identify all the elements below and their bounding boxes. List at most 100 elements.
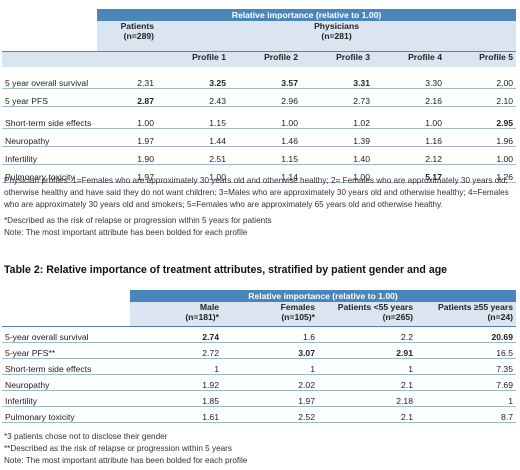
cell: 1 [318,358,416,375]
cell: 3.57 [229,66,301,89]
row-label: Short-term side effects [2,358,130,375]
cell: 2.74 [130,326,222,343]
cell: 2.16 [373,88,445,107]
cell: 1.97 [97,128,157,147]
cell: 1.14 [229,164,301,183]
cell: 1.15 [229,146,301,165]
cell: 7.35 [416,358,516,375]
cell: 7.69 [416,374,516,391]
cell: 8.7 [416,406,516,423]
cell: 1 [222,358,318,375]
cell: 3.07 [222,342,318,359]
row-label: Neuropathy [2,128,97,147]
table2: Relative importance (relative to 1.00) M… [2,290,516,423]
table-row: Infertility 1.85 1.97 2.18 1 [2,390,516,407]
table-row: Pulmonary toxicity 1.97 1.00 1.14 1.00 5… [2,164,517,183]
row-label: Pulmonary toxicity [2,406,130,423]
row-label: 5 year PFS [2,88,97,107]
table-row: 5 year PFS 2.87 2.43 2.96 2.73 2.16 2.10 [2,88,517,107]
cell: 1.44 [157,128,229,147]
cell: 2.00 [445,66,517,89]
cell: 2.95 [445,106,517,129]
cell: 2.2 [318,326,416,343]
cell: 2.1 [318,406,416,423]
profile-header: Profile 4 [373,51,445,67]
profile-header: Profile 1 [157,51,229,67]
cell: 16.5 [416,342,516,359]
profile-header: Profile 2 [229,51,301,67]
cell: 1.61 [130,406,222,423]
cell: 1.97 [222,390,318,407]
cell: 3.25 [157,66,229,89]
column-header: Females (n=105)* [222,302,318,327]
cell: 1.46 [229,128,301,147]
patients-header: Patients (n=289) [97,21,157,52]
row-label: 5 year overall survival [2,66,97,89]
cell: 1.85 [130,390,222,407]
cell: 1.90 [97,146,157,165]
cell: 2.12 [373,146,445,165]
footnote: **Described as the risk of relapse or pr… [4,444,232,453]
cell: 1.15 [157,106,229,129]
table-row: Neuropathy 1.92 2.02 2.1 7.69 [2,374,516,391]
cell: 1 [416,390,516,407]
cell: 2.73 [301,88,373,107]
cell: 3.30 [373,66,445,89]
cell: 1.00 [445,146,517,165]
row-label: 5-year overall survival [2,326,130,343]
table2-banner: Relative importance (relative to 1.00) [130,290,516,302]
table2-notes: *3 patients chose not to disclose their … [4,431,516,467]
table-row: Infertility 1.90 2.51 1.15 1.40 2.12 1.0… [2,146,517,165]
cell: 2.18 [318,390,416,407]
physicians-header: Physicians (n=281) [157,21,517,52]
profile-header: Profile 5 [445,51,517,67]
row-label: Infertility [2,146,97,165]
cell: 1.39 [301,128,373,147]
table-row: Neuropathy 1.97 1.44 1.46 1.39 1.16 1.96 [2,128,517,147]
cell: 2.96 [229,88,301,107]
column-header: Patients <55 years (n=265) [318,302,416,327]
cell: 5.17 [373,164,445,183]
cell: 2.51 [157,146,229,165]
row-label: Short-term side effects [2,106,97,129]
cell: 1.6 [222,326,318,343]
cell: 1.00 [373,106,445,129]
profile-header: Profile 3 [301,51,373,67]
cell: 2.02 [222,374,318,391]
cell: 1.96 [445,128,517,147]
cell: 1.97 [97,164,157,183]
row-label: Neuropathy [2,374,130,391]
footnote: *Described as the risk of relapse or pro… [4,216,272,225]
cell: 2.52 [222,406,318,423]
table-row: Short-term side effects 1.00 1.15 1.00 1… [2,106,517,129]
footnote: Physician profiles: 1=Females who are ap… [4,176,509,209]
footnote: Note: The most important attribute has b… [4,228,248,237]
cell: 1 [130,358,222,375]
table1-banner: Relative importance (relative to 1.00) [97,9,517,21]
row-label: Infertility [2,390,130,407]
cell: 1.00 [229,106,301,129]
cell: 1.00 [301,164,373,183]
column-header: Male (n=181)* [130,302,222,327]
cell: 2.43 [157,88,229,107]
cell: 3.31 [301,66,373,89]
column-header: Patients ≥55 years (n=24) [416,302,516,327]
cell: 2.1 [318,374,416,391]
table-row: 5-year PFS** 2.72 3.07 2.91 16.5 [2,342,516,359]
table-row: Short-term side effects 1 1 1 7.35 [2,358,516,375]
row-label: 5-year PFS** [2,342,130,359]
cell: 1.40 [301,146,373,165]
cell: 20.69 [416,326,516,343]
table-row: 5-year overall survival 2.74 1.6 2.2 20.… [2,326,516,343]
cell: 1.26 [445,164,517,183]
cell: 2.31 [97,66,157,89]
footnote: Note: The most important attribute has b… [4,456,248,465]
table2-title: Table 2: Relative importance of treatmen… [4,264,448,276]
cell: 2.87 [97,88,157,107]
cell: 1.02 [301,106,373,129]
table-row: 5 year overall survival 2.31 3.25 3.57 3… [2,66,517,89]
cell: 2.91 [318,342,416,359]
table1: Relative importance (relative to 1.00) P… [2,9,517,183]
cell: 1.16 [373,128,445,147]
